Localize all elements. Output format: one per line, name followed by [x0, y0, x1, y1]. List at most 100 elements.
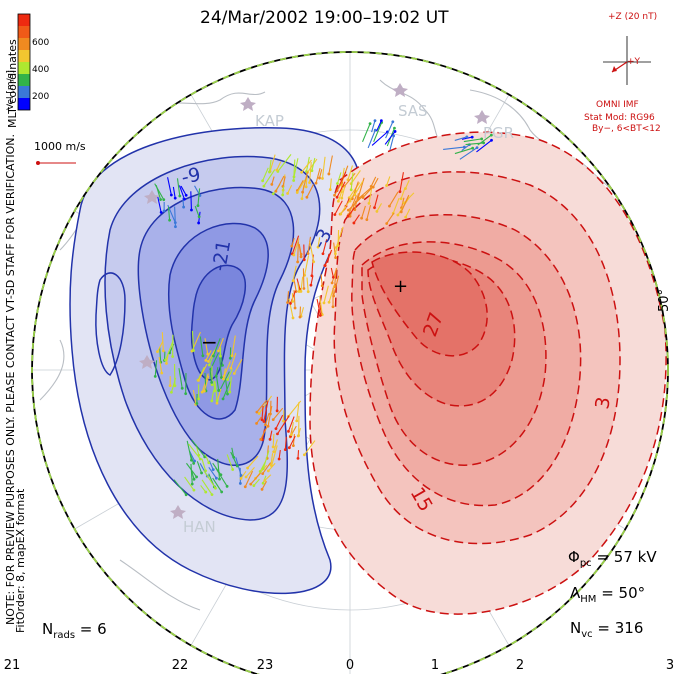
station-label: PGR [483, 124, 514, 142]
vector-origin [404, 187, 407, 190]
velocity-vector [323, 285, 329, 304]
velocity-vector [388, 191, 399, 207]
vector-origin [291, 299, 295, 303]
vector-origin [195, 402, 199, 405]
vector-origin [296, 434, 300, 438]
velocity-vector [371, 131, 388, 146]
vector-origin [333, 193, 336, 197]
vector-origin [243, 485, 247, 489]
vector-origin [300, 197, 304, 201]
reference-vector [36, 161, 76, 165]
vector-origin [291, 316, 295, 320]
vector-origin [162, 198, 166, 202]
vector-origin [282, 419, 285, 423]
velocity-vector [159, 347, 162, 363]
vector-origin [272, 450, 276, 454]
velocity-vector [373, 194, 379, 208]
velocity-vector [154, 360, 158, 377]
velocity-vector [304, 255, 310, 276]
vector-origin [255, 421, 258, 425]
velocity-vector [322, 239, 328, 254]
velocity-vector [296, 402, 300, 421]
velocity-vector [399, 172, 404, 192]
vector-origin [373, 128, 377, 132]
velocity-vector [170, 377, 177, 393]
velocity-vector [250, 472, 261, 485]
vector-origin [293, 306, 297, 310]
velocity-vector [244, 470, 254, 487]
vector-origin [178, 194, 182, 198]
velocity-vector [157, 341, 164, 352]
vector-origin [302, 258, 306, 262]
vector-origin [162, 209, 166, 213]
vector-origin [286, 192, 289, 195]
velocity-vector [476, 139, 492, 153]
vector-origin [346, 208, 350, 212]
velocity-vector [201, 479, 213, 495]
velocity-vector [282, 176, 286, 187]
velocity-vector [404, 180, 410, 189]
velocity-vector [268, 159, 272, 173]
velocity-vector [173, 479, 187, 496]
vector-origin [292, 253, 296, 257]
vector-origin [159, 210, 163, 214]
velocity-vector [328, 155, 333, 175]
station-label: SAS [398, 102, 428, 120]
vector-origin [302, 287, 306, 290]
vector-origin [232, 372, 236, 375]
velocity-vector [306, 184, 314, 198]
vector-origin [276, 432, 279, 436]
velocity-vector [264, 474, 272, 481]
vector-origin [295, 191, 299, 194]
vector-origin [365, 218, 369, 222]
vector-origin [214, 476, 218, 480]
vector-origin [200, 471, 203, 475]
vector-origin [330, 281, 334, 285]
velocity-vector [443, 146, 465, 150]
velocity-vector [300, 276, 304, 292]
velocity-vector [330, 267, 334, 278]
vector-origin [197, 221, 201, 225]
vector-origin [298, 315, 302, 319]
vector-origin [193, 459, 196, 463]
vector-origin [192, 349, 195, 352]
velocity-vector [172, 186, 176, 199]
velocity-vector [269, 154, 276, 172]
vector-origin [490, 138, 493, 142]
vector-origin [266, 469, 270, 473]
n-rads-value: 6 [97, 620, 107, 638]
vector-origin [249, 482, 253, 486]
colorbar-tick: 600 [32, 38, 49, 48]
vector-origin [192, 477, 196, 481]
velocity-vector [310, 275, 314, 286]
radar-count: Nrads = 6 [42, 620, 107, 641]
vector-origin [220, 376, 223, 379]
vector-origin [299, 255, 303, 259]
vector-origin [287, 429, 290, 433]
velocity-vector [219, 371, 230, 391]
vector-origin [230, 354, 234, 358]
velocity-vector [259, 461, 266, 472]
velocity-vector [302, 171, 309, 193]
velocity-vector [262, 450, 270, 469]
vector-origin [239, 477, 243, 480]
stat-model-label: Stat Mod: RG96 [584, 113, 655, 123]
velocity-vector [155, 184, 162, 200]
mlt-label: 0 [345, 658, 355, 673]
velocity-vector [463, 138, 482, 143]
velocity-vector [212, 338, 221, 357]
vector-origin [255, 410, 259, 414]
velocity-vector [334, 181, 343, 196]
velocity-vector [400, 187, 406, 199]
vector-origin [200, 390, 204, 394]
vector-origin [221, 363, 224, 367]
velocity-vector [292, 265, 297, 281]
vector-origin [352, 221, 356, 225]
velocity-vector [376, 203, 382, 212]
vector-origin [195, 475, 198, 479]
vector-origin [260, 418, 264, 422]
vector-origin [336, 244, 340, 247]
vector-origin [210, 399, 214, 403]
velocity-vector [334, 200, 343, 215]
velocity-vector [319, 296, 323, 315]
